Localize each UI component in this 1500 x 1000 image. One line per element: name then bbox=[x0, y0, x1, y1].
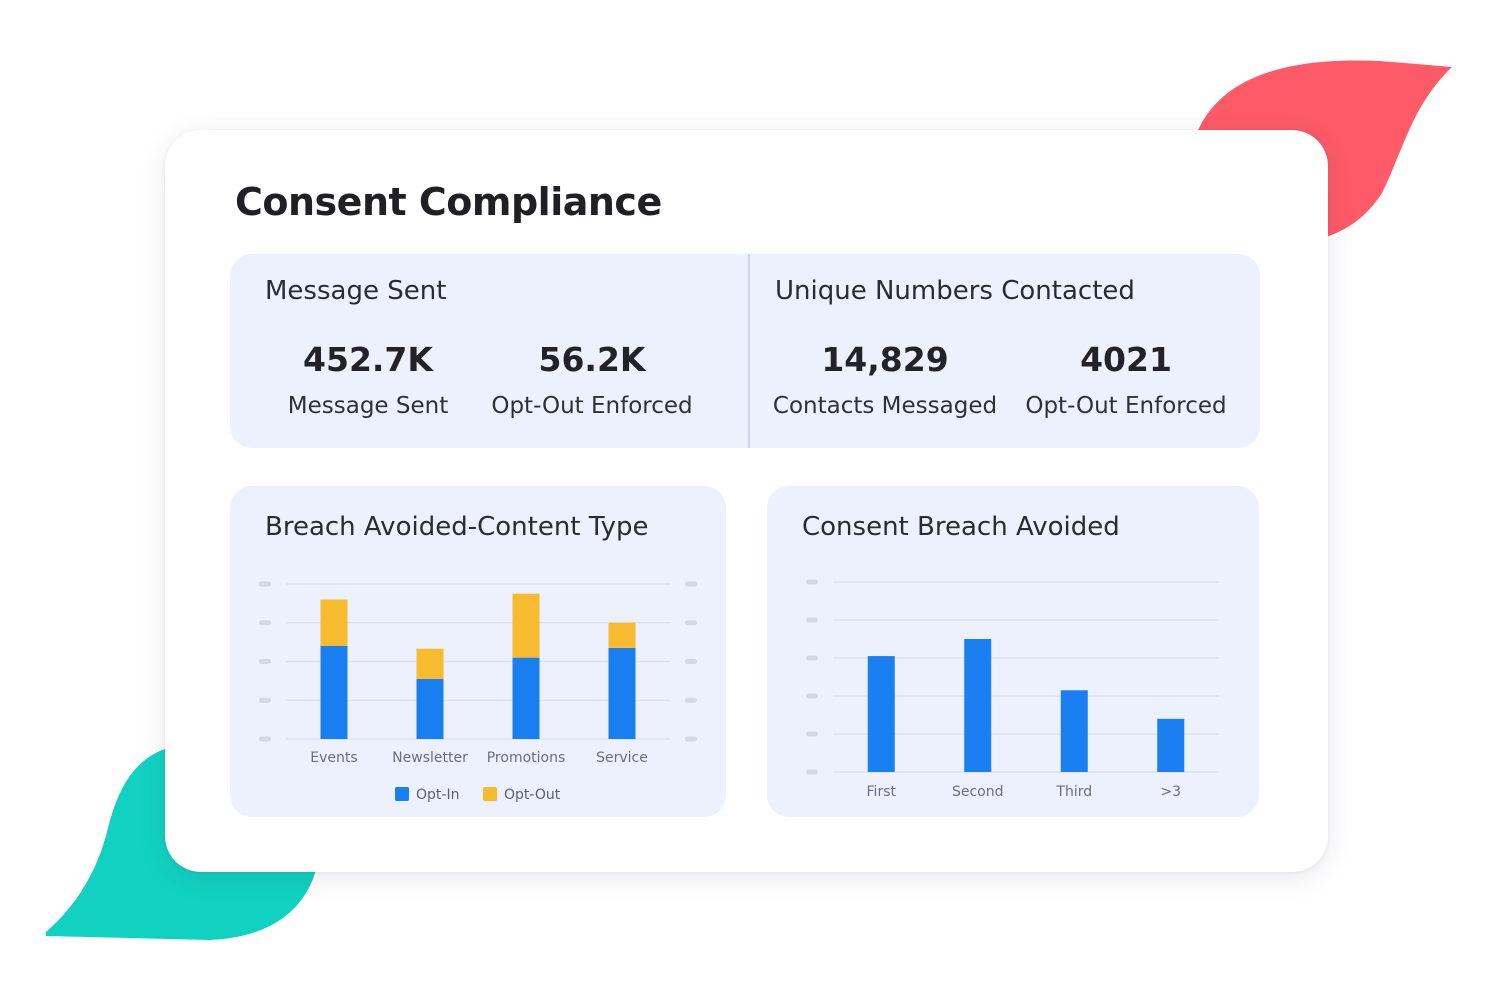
stat-opt-out-enforced-messages: 56.2K Opt-Out Enforced bbox=[472, 340, 712, 420]
consent-breach-title: Consent Breach Avoided bbox=[802, 512, 1120, 542]
x-tick-label: First bbox=[867, 784, 897, 800]
message-sent-group-title: Message Sent bbox=[265, 276, 447, 306]
y-tick-placeholder-right bbox=[685, 659, 697, 664]
bar-opt-out-newsletter bbox=[416, 648, 444, 679]
bar-opt-out-promotions bbox=[512, 593, 540, 658]
y-tick-placeholder bbox=[806, 731, 818, 737]
y-tick-placeholder bbox=[806, 579, 818, 585]
y-tick-placeholder-left bbox=[259, 581, 271, 587]
stat-message-sent: 452.7K Message Sent bbox=[248, 340, 488, 420]
bar-opt-in-events bbox=[320, 646, 348, 739]
y-tick-placeholder-left bbox=[259, 697, 271, 703]
stat-label: Message Sent bbox=[287, 393, 449, 419]
legend-label-opt-out: Opt-Out bbox=[504, 787, 561, 803]
breach-content-type-chart: Events Newsletter Promotions Service Opt-In O… bbox=[259, 581, 697, 803]
stat-label: Opt-Out Enforced bbox=[1025, 393, 1227, 419]
bar-opt-out-service bbox=[608, 622, 636, 648]
x-tick-label: Service bbox=[596, 750, 648, 766]
legend-label-opt-in: Opt-In bbox=[416, 787, 459, 803]
bar-opt-in-promotions bbox=[512, 657, 540, 739]
y-tick-placeholder-left bbox=[259, 659, 271, 664]
y-tick-placeholder-left bbox=[259, 620, 271, 626]
stat-contacts-messaged: 14,829 Contacts Messaged bbox=[765, 340, 1005, 420]
breach-content-type-panel: Breach Avoided-Content Type Events Newsle… bbox=[230, 486, 726, 817]
x-tick-label: Third bbox=[1055, 784, 1092, 800]
breach-content-type-title: Breach Avoided-Content Type bbox=[265, 512, 649, 542]
y-tick-placeholder bbox=[806, 769, 818, 775]
unique-numbers-group-title: Unique Numbers Contacted bbox=[775, 276, 1135, 306]
stat-opt-out-enforced-numbers: 4021 Opt-Out Enforced bbox=[1006, 340, 1246, 420]
x-tick-label: Events bbox=[310, 750, 357, 766]
x-tick-label: Newsletter bbox=[392, 750, 468, 766]
stats-divider bbox=[748, 254, 750, 448]
y-tick-placeholder-right bbox=[685, 581, 697, 587]
y-tick-placeholder-left bbox=[259, 736, 271, 742]
bar-0 bbox=[867, 656, 895, 772]
y-tick-placeholder bbox=[806, 617, 818, 623]
bar-3 bbox=[1157, 718, 1185, 772]
y-tick-placeholder bbox=[806, 693, 818, 699]
x-tick-label: Promotions bbox=[487, 750, 566, 766]
bar-1 bbox=[964, 639, 992, 772]
y-tick-placeholder-right bbox=[685, 736, 697, 742]
y-tick-placeholder-right bbox=[685, 620, 697, 626]
dashboard-card: Consent Compliance Message Sent 452.7K M… bbox=[165, 130, 1328, 872]
stat-label: Opt-Out Enforced bbox=[491, 393, 693, 419]
x-tick-label: Second bbox=[952, 784, 1004, 800]
bar-opt-out-events bbox=[320, 599, 348, 646]
stat-value: 14,829 bbox=[821, 340, 949, 379]
page-title: Consent Compliance bbox=[235, 180, 662, 224]
stat-value: 4021 bbox=[1080, 340, 1172, 379]
y-tick-placeholder-right bbox=[685, 697, 697, 703]
consent-breach-chart: First Second Third >3 bbox=[806, 579, 1219, 800]
stats-panel: Message Sent 452.7K Message Sent 56.2K O… bbox=[230, 254, 1260, 448]
x-tick-label: >3 bbox=[1160, 784, 1181, 800]
bar-2 bbox=[1060, 690, 1088, 772]
stat-label: Contacts Messaged bbox=[772, 393, 998, 419]
legend-swatch-opt-out bbox=[483, 787, 497, 801]
stat-value: 56.2K bbox=[538, 340, 646, 379]
bar-opt-in-service bbox=[608, 647, 636, 739]
y-tick-placeholder bbox=[806, 655, 818, 661]
stat-value: 452.7K bbox=[303, 340, 433, 379]
legend-swatch-opt-in bbox=[395, 787, 409, 801]
bar-opt-in-newsletter bbox=[416, 678, 444, 739]
consent-breach-panel: Consent Breach Avoided First Second Third >… bbox=[767, 486, 1259, 817]
